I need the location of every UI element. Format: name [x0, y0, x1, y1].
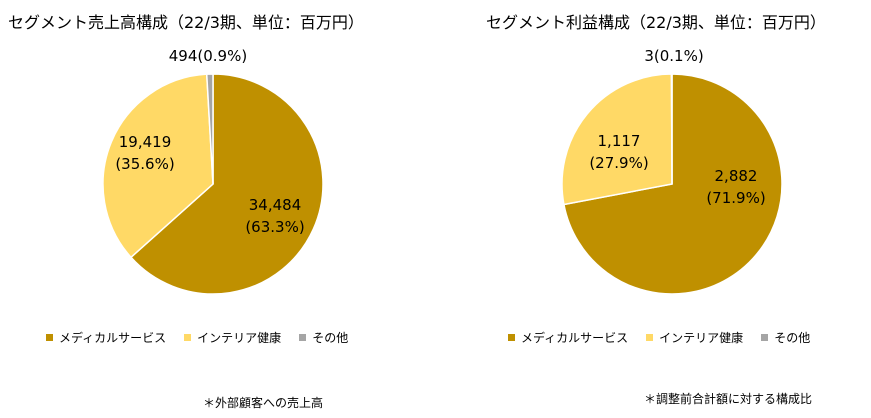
legend-label: メディカルサービス [521, 331, 629, 345]
legend-swatch-other [299, 334, 307, 341]
profit-composition-chart: セグメント利益構成（22/3期、単位：百万円） 2,882 (71.9%) 1,11… [436, 0, 871, 418]
data-label: 2,882 (71.9%) [706, 167, 765, 207]
legend: メディカルサービス インテリア健康 その他 [508, 329, 810, 346]
legend-label: メディカルサービス [59, 331, 167, 345]
slice-other [670, 73, 673, 185]
data-label: 34,484 (63.3%) [245, 196, 304, 236]
slice-interior [102, 73, 214, 259]
legend-item-other: その他 [299, 329, 348, 346]
data-label: 3(0.1%) [644, 47, 703, 65]
legend-item-interior: インテリア健康 [184, 329, 281, 346]
legend-swatch-interior [184, 334, 192, 341]
legend-swatch-interior [646, 334, 654, 341]
footnote: ＊調整前合計額に対する構成比 [644, 392, 813, 406]
slice-medical [563, 73, 783, 295]
legend-label: インテリア健康 [197, 331, 282, 345]
slice-medical [129, 73, 324, 295]
legend-item-interior: インテリア健康 [646, 329, 743, 346]
data-label: 1,117 (27.9%) [589, 132, 648, 172]
legend: メディカルサービス インテリア健康 その他 [46, 329, 348, 346]
legend-swatch-other [761, 334, 769, 341]
data-label: 19,419 (35.6%) [115, 133, 174, 173]
legend-swatch-medical [508, 334, 515, 341]
pie-chart: 34,484 (63.3%) 19,419 (35.6%) 494(0.9%) [102, 47, 324, 295]
legend-label: インテリア健康 [659, 331, 744, 345]
chart-title: セグメント売上高構成（22/3期、単位：百万円） [8, 13, 364, 32]
sales-composition-chart: セグメント売上高構成（22/3期、単位：百万円） 34,484 (63.3%) 19… [0, 0, 435, 418]
chart-title: セグメント利益構成（22/3期、単位：百万円） [486, 13, 826, 32]
legend-item-other: その他 [761, 329, 810, 346]
legend-swatch-medical [46, 334, 53, 341]
legend-item-medical: メディカルサービス [508, 329, 628, 346]
slice-other [205, 73, 214, 185]
data-label: 494(0.9%) [169, 47, 247, 65]
slice-interior [561, 73, 673, 206]
legend-item-medical: メディカルサービス [46, 329, 166, 346]
legend-label: その他 [774, 331, 811, 345]
footnote: ＊外部顧客への売上高 [203, 396, 324, 410]
pie-chart: 2,882 (71.9%) 1,117 (27.9%) 3(0.1%) [561, 47, 783, 295]
legend-label: その他 [312, 331, 349, 345]
